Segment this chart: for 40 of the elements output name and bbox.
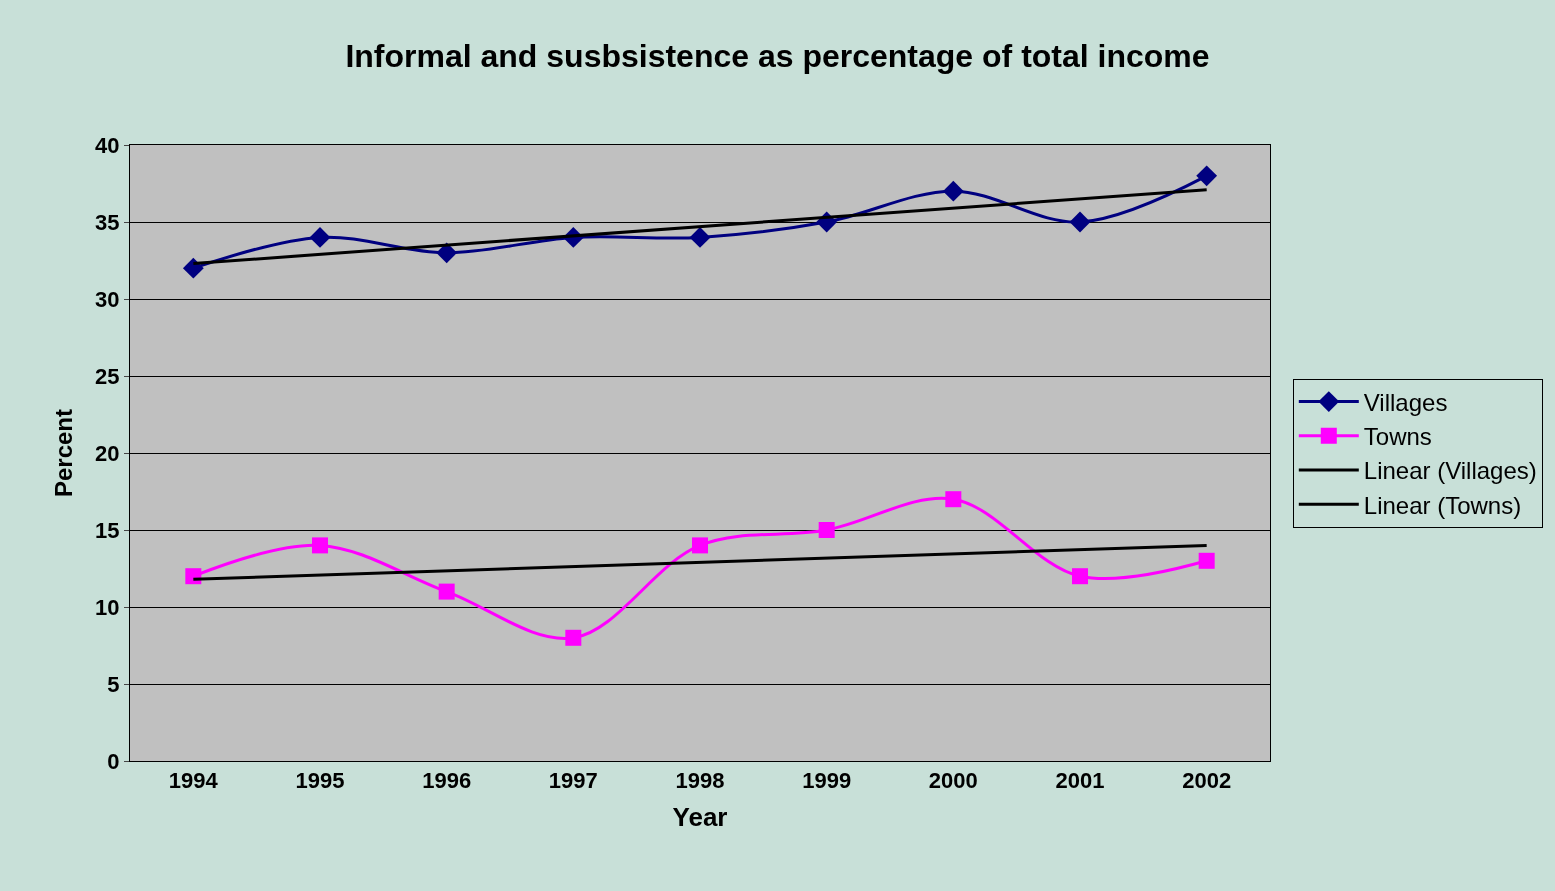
legend-label: Linear (Villages) bbox=[1363, 457, 1537, 485]
y-tick-label: 30 bbox=[95, 286, 120, 312]
x-tick-label: 1995 bbox=[295, 768, 345, 794]
point bbox=[185, 568, 202, 585]
point bbox=[436, 242, 458, 264]
y-axis-title: Percent bbox=[50, 408, 78, 498]
y-tick-label: 5 bbox=[107, 671, 120, 697]
point bbox=[1196, 165, 1218, 187]
point bbox=[945, 491, 962, 508]
y-tick-label: 10 bbox=[95, 594, 120, 620]
point bbox=[692, 537, 708, 554]
y-tick-label: 15 bbox=[95, 517, 120, 543]
y-tick-label: 20 bbox=[95, 440, 120, 466]
y-tick-label: 35 bbox=[95, 209, 120, 235]
legend-label: Towns bbox=[1363, 423, 1432, 451]
point bbox=[438, 583, 455, 600]
point bbox=[942, 180, 964, 202]
point bbox=[309, 227, 331, 248]
point bbox=[689, 227, 711, 248]
x-tick-label: 2000 bbox=[928, 768, 978, 794]
point bbox=[818, 522, 835, 538]
point bbox=[1198, 552, 1215, 569]
x-tick-label: 1999 bbox=[802, 768, 852, 794]
x-tick-label: 1994 bbox=[168, 768, 219, 794]
point bbox=[1069, 211, 1091, 233]
x-tick-label: 1996 bbox=[422, 768, 472, 794]
legend-label: Linear (Towns) bbox=[1363, 491, 1522, 519]
x-tick-label: 1998 bbox=[675, 768, 725, 794]
y-tick-label: 40 bbox=[95, 132, 120, 158]
y-tick-label: 0 bbox=[107, 748, 120, 774]
x-tick-label: 2002 bbox=[1182, 768, 1232, 794]
x-tick-label: 1997 bbox=[548, 768, 598, 794]
legend-label: Villages bbox=[1363, 388, 1448, 416]
x-tick-label: 2001 bbox=[1055, 768, 1105, 794]
point bbox=[565, 629, 582, 646]
point bbox=[1072, 568, 1088, 585]
point bbox=[312, 537, 328, 554]
chart-title: Informal and susbsistence as percentage of total income bbox=[345, 37, 1210, 74]
x-axis-title: Year bbox=[672, 802, 728, 833]
y-tick-label: 25 bbox=[95, 363, 120, 389]
